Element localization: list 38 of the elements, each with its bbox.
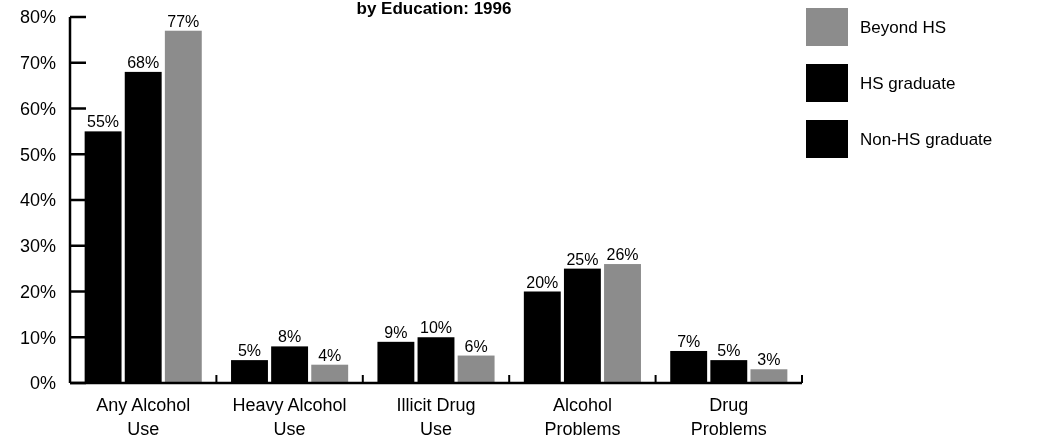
y-tick-label: 20% xyxy=(19,281,56,302)
bar xyxy=(164,30,202,383)
data-label: 25% xyxy=(566,250,599,268)
x-tick-label: Illicit Drug Use xyxy=(396,395,476,439)
x-tick-label: Drug Problems xyxy=(690,395,767,439)
y-tick-label: 10% xyxy=(19,327,56,348)
data-label: 6% xyxy=(464,337,488,355)
bar xyxy=(311,364,349,383)
chart-title: by Education: 1996 xyxy=(356,0,512,18)
y-tick-label: 40% xyxy=(19,190,56,211)
x-tick-label: Any Alcohol Use xyxy=(96,395,191,439)
data-label: 26% xyxy=(606,246,639,264)
legend-label: Beyond HS xyxy=(860,17,946,37)
data-label: 55% xyxy=(87,113,120,131)
y-tick-label: 70% xyxy=(19,53,56,74)
bar xyxy=(457,355,495,383)
y-tick-label: 60% xyxy=(19,98,56,119)
legend-label: Non-HS graduate xyxy=(860,129,993,149)
legend-label: HS graduate xyxy=(860,73,956,93)
y-tick-label: 30% xyxy=(19,236,56,257)
data-label: 68% xyxy=(127,53,160,71)
data-label: 3% xyxy=(757,351,781,369)
data-label: 5% xyxy=(237,342,262,360)
y-tick-label: 50% xyxy=(19,144,56,165)
data-label: 7% xyxy=(677,332,701,350)
data-label: 8% xyxy=(278,328,302,346)
data-label: 9% xyxy=(384,323,408,341)
bar xyxy=(750,369,788,383)
data-label: 77% xyxy=(167,12,200,30)
bar xyxy=(604,264,641,383)
x-tick-label: Heavy Alcohol Use xyxy=(232,395,347,439)
x-tick-label: Alcohol Problems xyxy=(544,395,621,439)
data-label: 5% xyxy=(717,342,741,360)
data-label: 4% xyxy=(318,346,342,364)
data-label: 10% xyxy=(419,319,453,337)
data-label: 20% xyxy=(526,273,559,291)
y-tick-label: 0% xyxy=(29,373,56,394)
y-tick-label: 80% xyxy=(19,7,56,28)
